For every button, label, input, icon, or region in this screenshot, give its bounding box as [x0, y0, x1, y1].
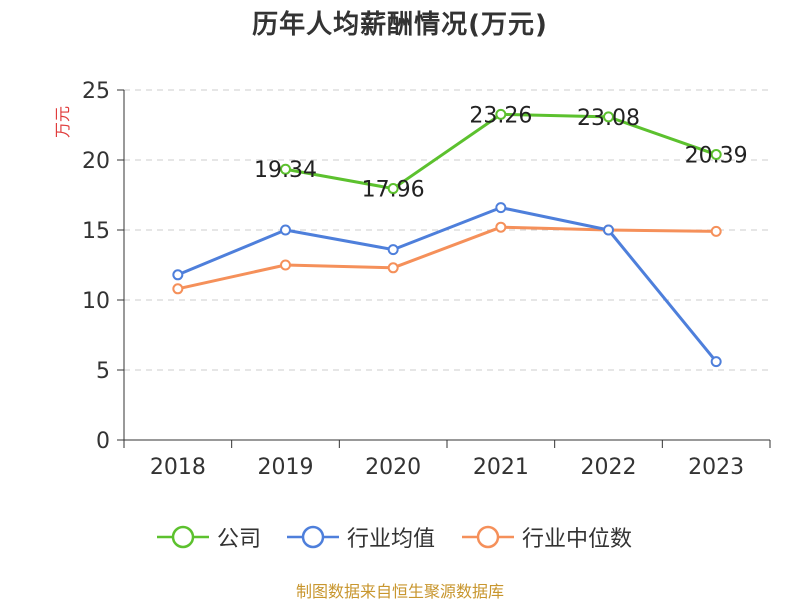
data-point	[603, 224, 614, 236]
legend-marker-industry-mean	[287, 525, 339, 549]
data-point	[495, 108, 507, 120]
x-tick-label: 2020	[365, 455, 421, 480]
data-label: 17.96	[362, 178, 425, 203]
data-label: 23.08	[577, 106, 640, 131]
legend-item-company[interactable]: 公司	[157, 520, 261, 554]
legend-label-industry-median: 行业中位数	[522, 527, 633, 552]
legend-item-industry-mean[interactable]: 行业均值	[287, 520, 435, 554]
data-point	[280, 163, 291, 175]
legend-item-industry-median[interactable]: 行业中位数	[462, 520, 632, 554]
legend-label-industry-mean: 行业均值	[347, 527, 436, 552]
data-point	[603, 111, 614, 123]
series-line	[177, 206, 718, 363]
data-label: 20.39	[685, 144, 748, 169]
data-label: 23.26	[469, 103, 532, 128]
y-axis-label: 万元	[53, 106, 72, 138]
chart-title: 历年人均薪酬情况(万元)	[252, 10, 548, 40]
series-line	[177, 225, 717, 291]
data-point	[387, 183, 399, 195]
data-point	[710, 149, 722, 161]
x-tick-label: 2022	[581, 455, 637, 480]
data-point	[710, 225, 722, 237]
y-tick-label: 0	[96, 429, 110, 454]
data-point	[387, 244, 399, 256]
x-tick-label: 2019	[258, 455, 314, 480]
x-tick-label: 2018	[150, 455, 206, 480]
legend-marker-company	[157, 525, 209, 549]
data-point	[387, 262, 399, 274]
data-point	[495, 221, 507, 233]
source-note: 制图数据来自恒生聚源数据库	[295, 582, 504, 601]
data-point	[172, 283, 184, 295]
x-tick-label: 2021	[473, 455, 529, 480]
legend-marker-industry-median	[462, 525, 514, 549]
data-point	[280, 224, 291, 236]
x-tick-label: 2023	[688, 455, 744, 480]
y-tick-label: 5	[96, 359, 110, 384]
data-point	[280, 259, 291, 271]
data-label: 19.34	[254, 158, 317, 183]
data-point	[710, 356, 722, 368]
data-point	[495, 202, 507, 214]
legend-label-company: 公司	[217, 527, 262, 552]
y-tick-label: 20	[82, 149, 110, 174]
y-tick-label: 25	[82, 79, 110, 104]
data-point	[172, 269, 184, 281]
y-tick-label: 15	[82, 219, 110, 244]
y-tick-label: 10	[82, 289, 110, 314]
